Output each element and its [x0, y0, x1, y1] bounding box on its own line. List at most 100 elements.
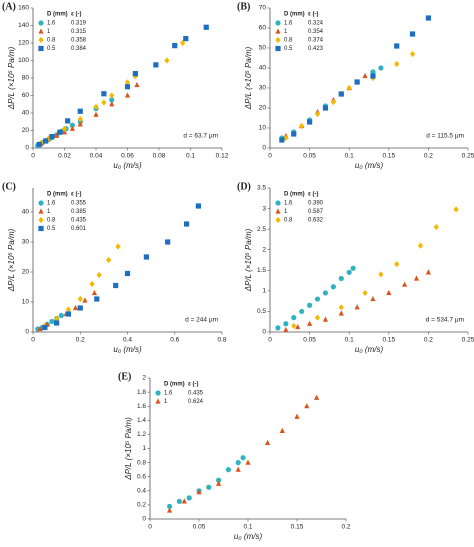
y-tick-label: 0.8: [137, 459, 146, 466]
x-tick-label: 0.05: [303, 337, 316, 344]
legend-swatch: [275, 200, 281, 206]
panel-label: (A): [2, 1, 16, 12]
x-tick-label: 0.2: [424, 153, 433, 160]
panel-label: (C): [2, 181, 16, 192]
y-axis-title: ΔP/L (×10⁵ Pa/m): [7, 228, 16, 292]
data-point: [307, 119, 313, 125]
data-point: [42, 324, 48, 331]
x-tick-label: 0.8: [217, 337, 226, 344]
annotation: d = 244 μm: [185, 317, 218, 324]
data-point: [338, 304, 344, 311]
data-point: [304, 403, 310, 409]
x-tick-label: 0.15: [291, 524, 304, 531]
legend-swatch: [275, 28, 281, 34]
data-point: [307, 320, 313, 326]
data-point: [338, 310, 344, 316]
data-point: [36, 141, 42, 148]
data-point: [362, 289, 368, 297]
data-point: [283, 134, 289, 142]
data-point: [77, 116, 83, 123]
data-point: [195, 203, 201, 209]
data-point: [378, 271, 384, 278]
data-point: [216, 477, 222, 483]
data-point: [362, 72, 368, 79]
legend-entry: 0.374: [308, 38, 324, 44]
data-point: [124, 79, 131, 86]
y-tick-label: 1.2: [137, 431, 146, 438]
data-point: [279, 137, 285, 143]
y-tick-label: 0.4: [137, 488, 146, 495]
legend-entry: 1.6: [284, 21, 293, 27]
data-point: [346, 84, 352, 92]
y-tick-label: 40: [259, 65, 267, 72]
legend-swatch: [155, 390, 161, 396]
data-point: [322, 105, 329, 111]
x-axis-title: u₀ (m/s): [355, 161, 384, 170]
y-tick-label: 0.6: [137, 473, 146, 480]
y-tick-label: 40: [22, 209, 30, 216]
legend-header: D (mm): [47, 12, 68, 18]
data-point: [291, 322, 297, 329]
legend-entry: 0.358: [71, 38, 87, 44]
data-point: [72, 304, 79, 311]
legend-swatch: [38, 20, 44, 26]
data-point: [109, 97, 115, 103]
legend-entry: 0.5: [47, 46, 56, 52]
legend-swatch: [38, 28, 44, 34]
data-point: [294, 413, 300, 419]
y-tick-label: 2: [142, 375, 146, 382]
data-point: [307, 302, 313, 308]
legend-swatch: [38, 208, 44, 214]
data-point: [314, 296, 321, 302]
legend-entry: 0.315: [71, 29, 87, 35]
y-tick-label: 1.5: [257, 267, 266, 274]
data-point: [49, 318, 55, 325]
y-axis-title: ΔP/L (×10⁵ Pa/m): [244, 46, 253, 110]
x-axis-title: u₀ (m/s): [234, 532, 263, 541]
y-tick-label: 2.5: [257, 226, 266, 233]
data-point: [109, 101, 115, 107]
data-point: [57, 129, 63, 135]
x-tick-label: 0.25: [462, 337, 474, 344]
y-tick-label: 120: [18, 40, 29, 47]
data-point: [43, 138, 49, 144]
data-point: [49, 134, 55, 140]
y-tick-label: 60: [22, 92, 30, 99]
data-point: [96, 271, 102, 279]
data-point: [113, 282, 119, 289]
data-point: [167, 507, 173, 513]
x-tick-label: 0: [31, 337, 35, 344]
data-point: [402, 281, 408, 287]
data-point: [186, 495, 192, 501]
legend-swatch: [275, 216, 281, 224]
legend-header: ε (-): [71, 192, 82, 198]
y-tick-label: 20: [259, 105, 267, 112]
y-axis-title: ΔP/L (×10⁵ Pa/m): [7, 46, 16, 110]
data-point: [378, 65, 384, 71]
data-point: [413, 275, 420, 281]
data-point: [77, 121, 83, 127]
data-point: [101, 99, 107, 106]
data-point: [409, 31, 416, 37]
legend-entry: 0.624: [188, 399, 204, 405]
data-point: [354, 304, 360, 310]
legend-swatch: [155, 398, 161, 404]
legend-entry: 0.384: [71, 46, 87, 52]
legend-entry: 0.355: [71, 201, 87, 207]
y-tick-label: 3.5: [257, 185, 266, 192]
y-tick-label: 2: [262, 246, 266, 253]
legend-entry: 0.435: [188, 391, 204, 397]
data-point: [240, 455, 246, 461]
y-tick-label: 0: [142, 516, 146, 523]
data-point: [235, 460, 241, 466]
data-point: [291, 315, 297, 321]
data-point: [124, 92, 131, 98]
y-tick-label: 10: [22, 299, 30, 306]
data-point: [322, 290, 329, 296]
data-point: [65, 306, 72, 313]
data-point: [65, 311, 72, 317]
x-tick-label: 0.05: [193, 524, 206, 531]
y-tick-label: 100: [18, 57, 29, 64]
x-tick-label: 0.12: [216, 153, 229, 160]
